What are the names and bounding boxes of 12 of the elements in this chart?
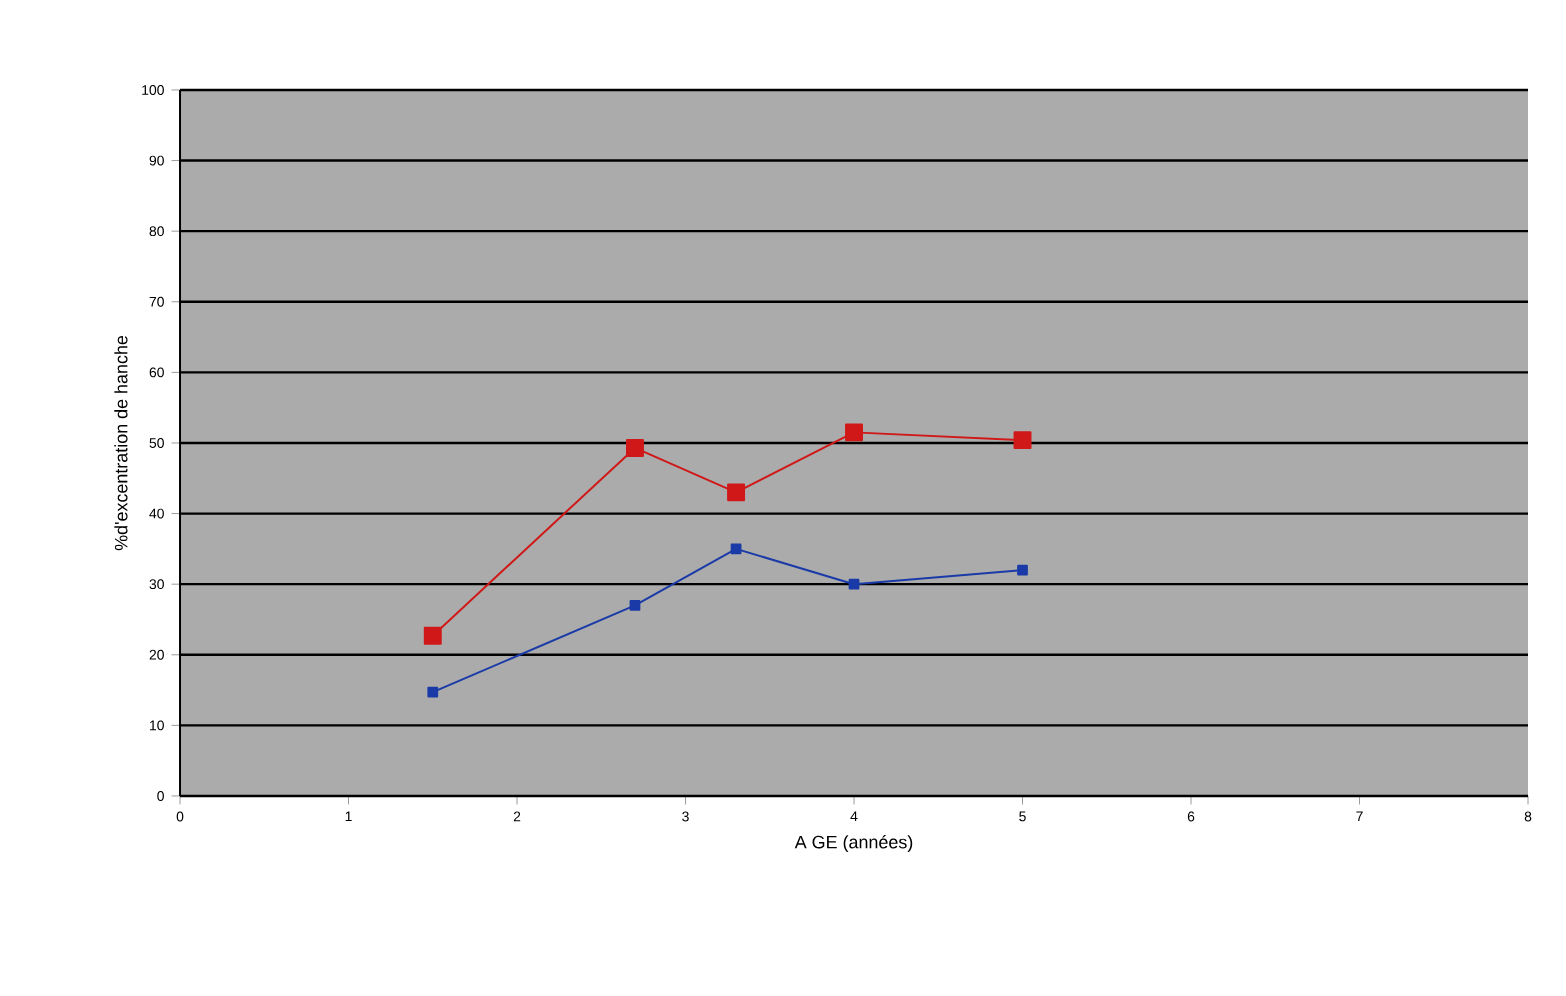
point (727, 483, 746, 502)
point (629, 599, 641, 611)
point (1013, 431, 1032, 450)
point (848, 578, 860, 590)
y-axis-title: %d'excentration de hanche (114, 335, 128, 551)
point (423, 626, 442, 645)
point (730, 543, 742, 555)
point (427, 686, 439, 698)
point (1017, 564, 1028, 576)
point (845, 423, 863, 442)
point (626, 438, 644, 457)
x-axis-title: A GE (années) (794, 835, 913, 852)
